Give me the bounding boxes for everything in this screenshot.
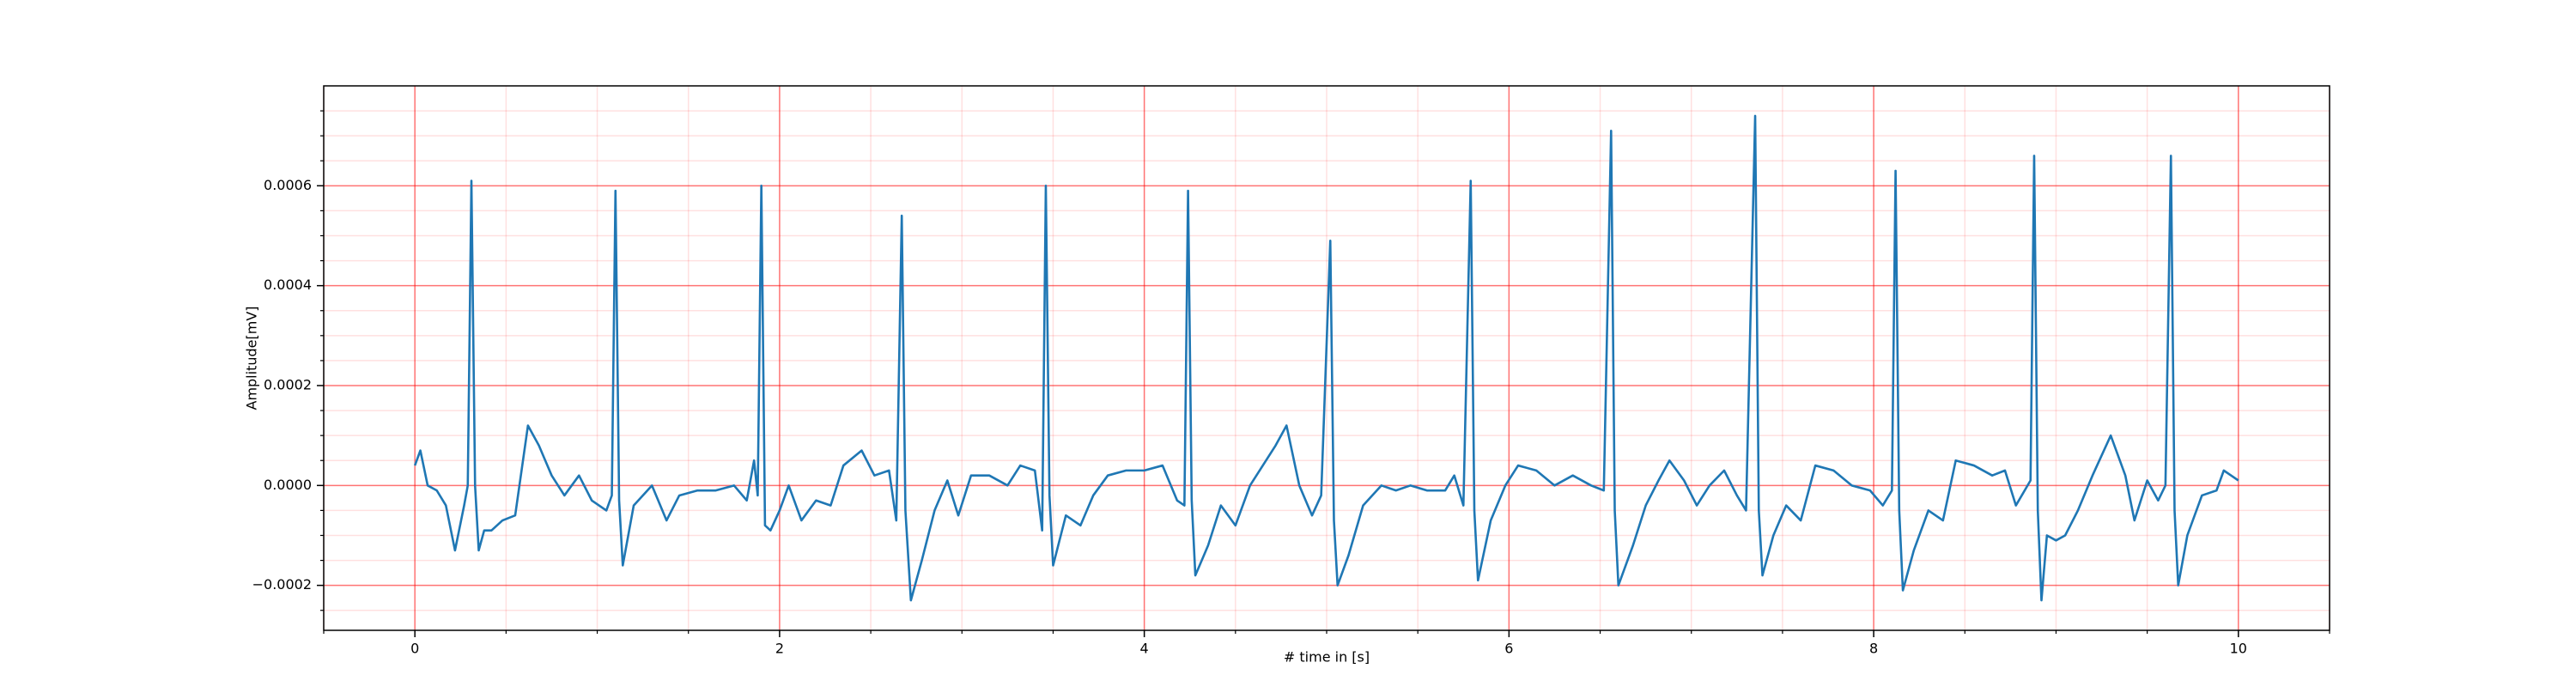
x-tick-label: 8 — [1869, 641, 1878, 657]
y-tick-label: 0.0006 — [264, 177, 312, 193]
y-tick-label: 0.0000 — [264, 477, 312, 493]
plot-frame — [323, 85, 2330, 631]
x-tick-label: 6 — [1504, 641, 1513, 657]
y-tick-label: 0.0004 — [264, 277, 312, 293]
x-tick-label: 10 — [2230, 641, 2247, 657]
x-tick-label: 2 — [775, 641, 784, 657]
y-tick-label: 0.0002 — [264, 376, 312, 392]
x-tick-label: 4 — [1140, 641, 1149, 657]
x-tick-label: 0 — [410, 641, 419, 657]
x-axis-label: # time in [s] — [1284, 649, 1370, 666]
y-tick-label: −0.0002 — [252, 576, 312, 593]
ecg-line — [413, 114, 2239, 602]
y-axis-label: Amplitude[mV] — [244, 306, 260, 410]
